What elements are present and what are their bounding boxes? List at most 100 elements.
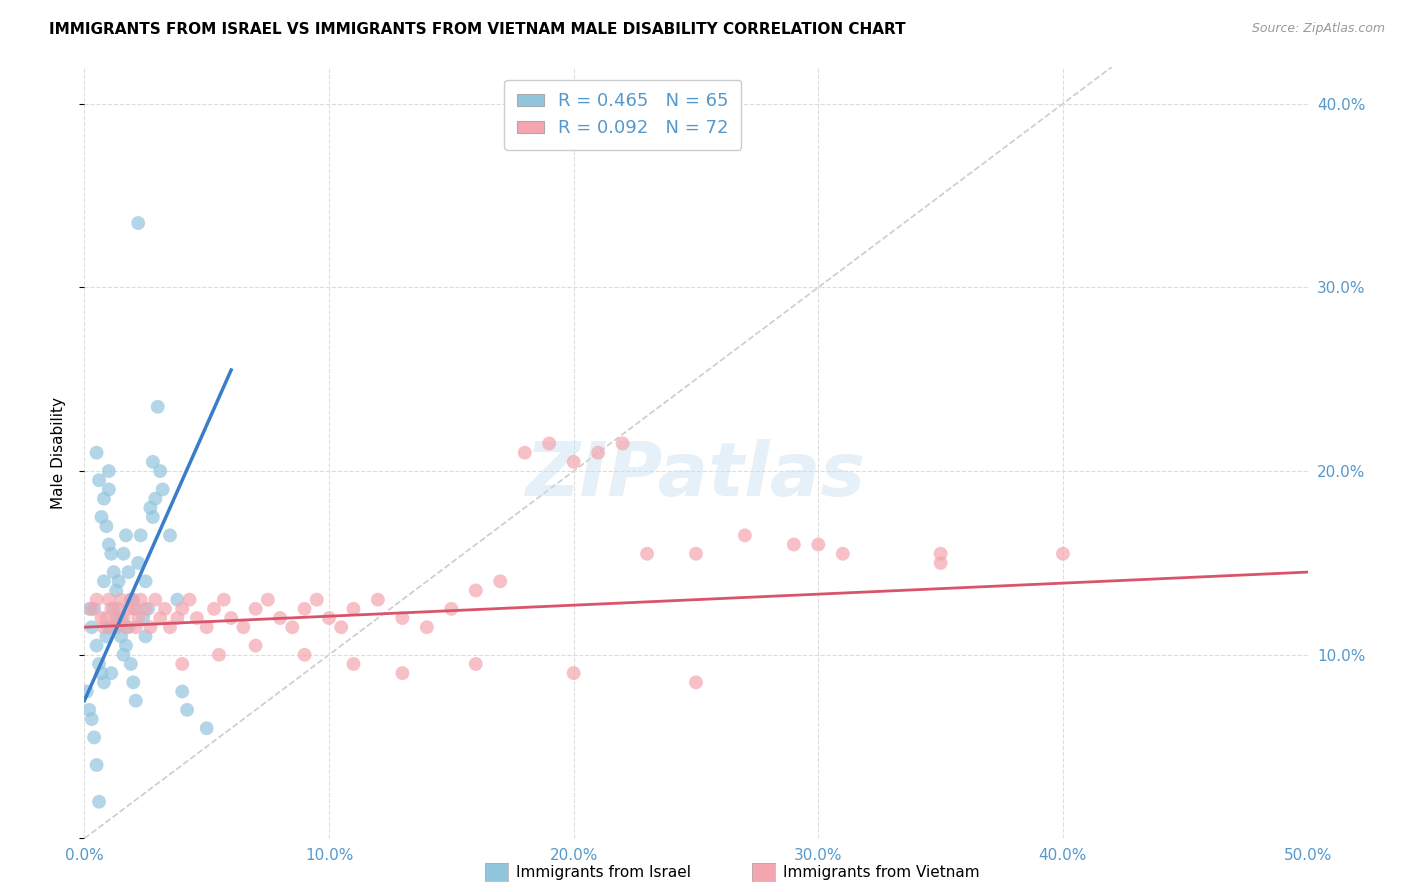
Point (77, 602, 100, 616)
Point (80, 620, 103, 634)
Point (83, 731, 105, 745)
Text: Immigrants from Israel: Immigrants from Israel (516, 865, 690, 880)
Point (120, 592, 142, 607)
Point (305, 592, 328, 607)
Point (105, 583, 128, 598)
Point (127, 556, 149, 570)
Point (831, 547, 853, 561)
Point (342, 602, 364, 616)
Point (93, 675, 115, 690)
Point (929, 547, 952, 561)
Point (93, 574, 115, 589)
Point (186, 611, 208, 625)
Point (195, 620, 218, 634)
Text: IMMIGRANTS FROM ISRAEL VS IMMIGRANTS FROM VIETNAM MALE DISABILITY CORRELATION CH: IMMIGRANTS FROM ISRAEL VS IMMIGRANTS FRO… (49, 22, 905, 37)
Point (391, 666, 413, 681)
Text: Source: ZipAtlas.com: Source: ZipAtlas.com (1251, 22, 1385, 36)
Point (142, 455, 165, 469)
Point (146, 400, 169, 414)
Point (269, 611, 291, 625)
Point (391, 611, 413, 625)
Point (115, 620, 138, 634)
Point (281, 620, 304, 634)
Point (734, 528, 756, 542)
Point (219, 611, 242, 625)
Point (115, 639, 138, 653)
Point (96, 611, 118, 625)
Point (232, 620, 254, 634)
Point (929, 556, 952, 570)
Point (80, 602, 103, 616)
Point (86, 639, 108, 653)
Point (612, 436, 634, 450)
Point (176, 703, 198, 717)
Point (166, 592, 188, 607)
Point (416, 620, 439, 634)
Point (562, 666, 585, 681)
Point (112, 648, 135, 662)
Point (112, 547, 135, 561)
Point (139, 620, 162, 634)
Point (172, 602, 194, 616)
Point (318, 611, 340, 625)
Point (86, 592, 108, 607)
Point (83, 602, 105, 616)
Point (115, 528, 138, 542)
Point (294, 648, 316, 662)
Point (172, 684, 194, 698)
Point (97, 592, 120, 607)
Point (245, 602, 267, 616)
Point (90, 510, 112, 524)
Point (110, 592, 132, 607)
Y-axis label: Male Disability: Male Disability (51, 397, 66, 508)
Point (97, 483, 120, 497)
Point (127, 216, 149, 230)
Point (103, 602, 125, 616)
Point (117, 565, 139, 579)
Point (149, 464, 172, 478)
Point (294, 602, 316, 616)
Point (172, 657, 194, 671)
Point (143, 491, 166, 506)
Point (807, 537, 830, 551)
Point (367, 592, 389, 607)
Point (685, 675, 707, 690)
Point (152, 483, 174, 497)
Point (212, 592, 235, 607)
Point (100, 547, 122, 561)
Point (464, 583, 486, 598)
Point (93, 491, 115, 506)
Point (125, 602, 148, 616)
Point (142, 510, 165, 524)
Point (120, 592, 142, 607)
Point (208, 648, 231, 662)
Point (97, 620, 120, 634)
Point (93, 620, 115, 634)
Point (166, 611, 188, 625)
Point (87, 473, 110, 487)
Point (179, 592, 201, 607)
Point (562, 455, 585, 469)
Point (103, 565, 125, 579)
Point (136, 602, 159, 616)
Point (97, 464, 120, 478)
Point (132, 611, 155, 625)
Point (636, 547, 658, 561)
Point (135, 602, 157, 616)
Point (440, 602, 463, 616)
Point (129, 592, 152, 607)
Point (117, 620, 139, 634)
Point (90, 611, 112, 625)
Point (149, 611, 172, 625)
Point (107, 574, 129, 589)
Point (139, 500, 162, 515)
Point (105, 620, 128, 634)
Point (76, 684, 98, 698)
Point (153, 602, 176, 616)
Point (97, 537, 120, 551)
Point (489, 574, 512, 589)
Point (120, 657, 142, 671)
Point (96, 629, 118, 643)
Point (103, 620, 125, 634)
Point (135, 574, 157, 589)
